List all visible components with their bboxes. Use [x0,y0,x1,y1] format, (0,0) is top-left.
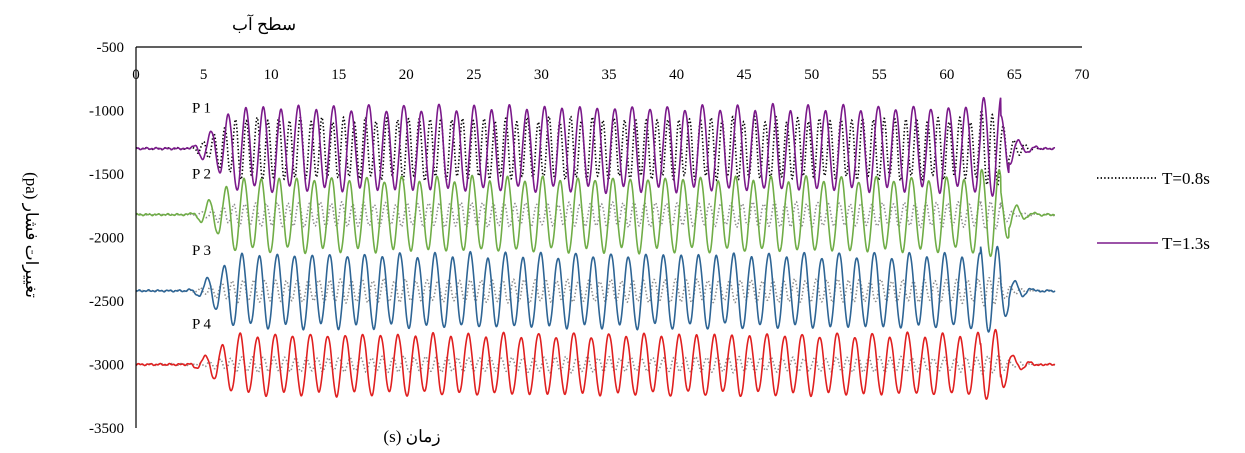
y-tick-label: -3000 [89,358,124,374]
x-tick-label: 45 [737,67,752,83]
y-tick-label: -2000 [89,231,124,247]
series-line-short-period [135,200,1056,230]
series-line-long-period [135,168,1056,258]
water-surface-label: سطح آب [232,13,296,35]
y-axis-title: تغییرات فشار (pa) [21,172,41,298]
legend-label: T=0.8s [1162,169,1210,188]
x-tick-label: 25 [466,67,481,83]
series-line-short-period [135,275,1056,307]
x-tick-label: 50 [804,67,819,83]
x-tick-label: 5 [200,67,208,83]
probe-label: P 4 [192,317,212,333]
x-tick-label: 40 [669,67,684,83]
y-tick-label: -500 [97,40,125,56]
y-tick-label: -1000 [89,104,124,120]
series-line-long-period [135,96,1056,197]
y-tick-label: -1500 [89,167,124,183]
x-tick-label: 20 [399,67,414,83]
x-tick-label: 55 [872,67,887,83]
x-tick-label: 60 [939,67,954,83]
legend-label: T=1.3s [1162,234,1210,253]
series-line-short-period [135,108,1056,188]
x-tick-labels: 0 5 10 15 20 25 30 35 40 45 50 55 60 65 70 [132,67,1089,83]
probe-label: P 3 [192,243,211,259]
x-tick-label: 10 [264,67,279,83]
x-tick-label: 0 [132,67,140,83]
x-tick-label: 70 [1075,67,1090,83]
x-tick-label: 35 [602,67,617,83]
x-tick-label: 15 [331,67,346,83]
probe-labels: P 1 P 2 P 3 P 4 [192,101,212,333]
series-line-long-period [135,245,1056,333]
x-tick-label: 65 [1007,67,1022,83]
probe-label: P 2 [192,167,211,183]
y-tick-labels: -500 -1000 -1500 -2000 -2500 -3000 -3500 [89,40,124,437]
series-layer [135,96,1056,400]
series-line-long-period [135,328,1056,400]
legend: T=0.8s T=1.3s [1097,169,1210,253]
probe-label: P 1 [192,101,211,117]
y-tick-label: -3500 [89,421,124,437]
x-tick-label: 30 [534,67,549,83]
y-tick-label: -2500 [89,294,124,310]
x-axis-title: زمان (s) [383,427,440,447]
